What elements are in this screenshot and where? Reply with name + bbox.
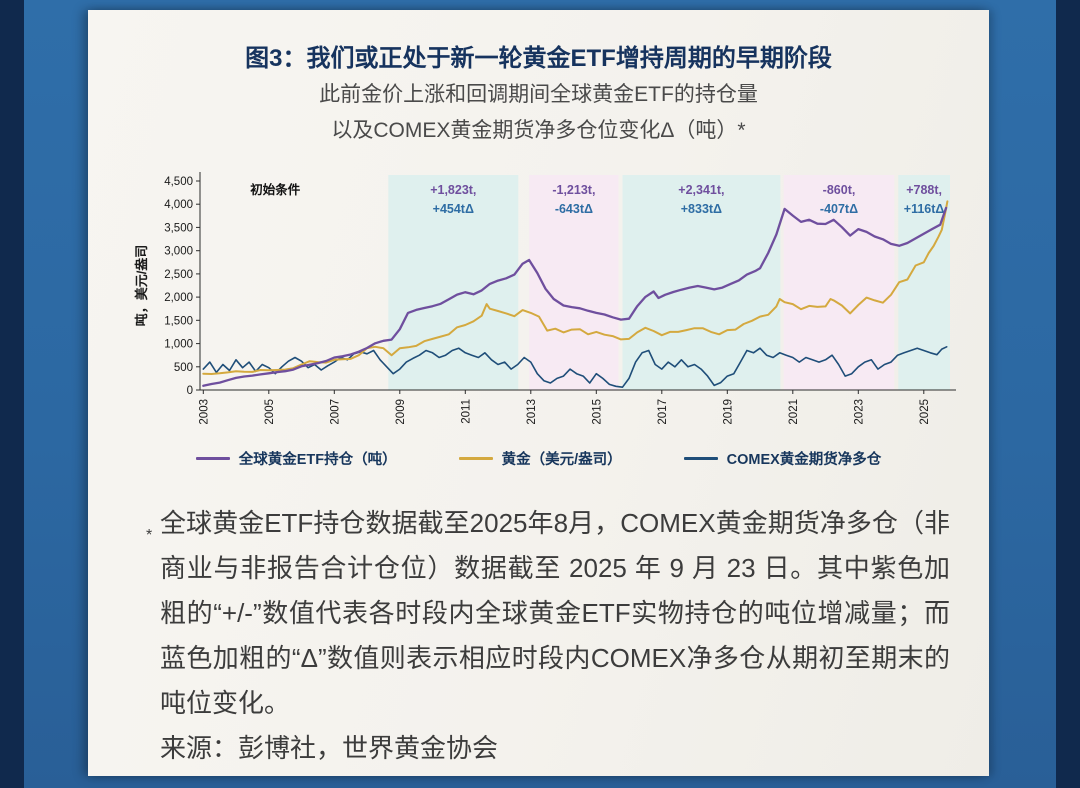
x-tick-label: 2013 — [526, 399, 538, 425]
y-tick-label: 3,000 — [164, 246, 193, 258]
report-page: 图3：我们或正处于新一轮黄金ETF增持周期的早期阶段 此前金价上涨和回调期间全球… — [88, 10, 989, 776]
figure-title: 图3：我们或正处于新一轮黄金ETF增持周期的早期阶段 — [245, 45, 832, 72]
figure-subtitle-line1: 此前金价上涨和回调期间全球黄金ETF的持仓量 — [319, 83, 758, 106]
series-comex-line — [202, 346, 948, 388]
band-etf-change-label: +1,823t, — [430, 183, 476, 197]
x-tick-label: 2017 — [657, 399, 669, 425]
source-line: 来源：彭博社，世界黄金协会 — [160, 733, 499, 763]
figure-subtitle-line2: 以及COMEX黄金期货净多仓位变化Δ（吨）* — [331, 119, 746, 142]
legend-label-etf: 全球黄金ETF持仓（吨） — [238, 452, 397, 468]
initial-conditions-label: 初始条件 — [250, 182, 301, 197]
x-tick-label: 2023 — [853, 399, 865, 425]
period-band — [529, 175, 619, 390]
legend-item-gold: 黄金（美元/盎司） — [458, 448, 622, 469]
band-comex-change-label: -643tΔ — [555, 202, 593, 216]
band-etf-change-label: +788t, — [906, 183, 942, 197]
y-tick-label: 2,500 — [164, 269, 193, 281]
y-tick-label: 500 — [174, 362, 193, 374]
y-tick-label: 1,500 — [164, 315, 193, 327]
gold-etf-chart-svg: 0 500 1,000 1,500 2,000 2,500 3,000 3,500 4,000 4… — [134, 172, 956, 425]
footnote: * 全球黄金ETF持仓数据截至2025年8月，COMEX黄金期货净多仓（非商业与… — [146, 501, 950, 726]
legend-label-gold: 黄金（美元/盎司） — [501, 452, 622, 468]
band-comex-change-label: +454tΔ — [433, 202, 474, 216]
y-tick-label: 4,500 — [164, 176, 193, 188]
x-tick-label: 2019 — [722, 399, 734, 425]
legend-item-comex: COMEX黄金期货净多仓 — [683, 448, 882, 469]
series-gold-line — [202, 200, 949, 375]
legend-swatch-etf — [195, 457, 230, 460]
period-band — [622, 175, 781, 390]
band-etf-change-label: +2,341t, — [678, 183, 724, 197]
legend-swatch-comex — [683, 457, 718, 460]
x-tick-label: 2003 — [198, 399, 210, 425]
x-tick-label: 2005 — [264, 399, 276, 425]
x-tick-label: 2007 — [329, 399, 341, 425]
period-band — [898, 175, 950, 390]
period-band — [783, 175, 895, 390]
band-etf-change-label: -860t, — [823, 183, 856, 197]
band-etf-change-label: -1,213t, — [552, 183, 595, 197]
x-tick-label: 2009 — [395, 399, 407, 425]
footnote-text: 全球黄金ETF持仓数据截至2025年8月，COMEX黄金期货净多仓（非商业与非报… — [160, 508, 950, 718]
band-comex-change-label: +833tΔ — [681, 202, 722, 216]
legend-item-etf: 全球黄金ETF持仓（吨） — [195, 448, 397, 469]
series-etf-line — [202, 206, 948, 387]
chart-legend: 全球黄金ETF持仓（吨） 黄金（美元/盎司） COMEX黄金期货净多仓 — [88, 448, 989, 469]
period-band — [388, 175, 519, 390]
y-tick-label: 3,500 — [164, 222, 193, 234]
y-tick-label: 1,000 — [164, 339, 193, 351]
y-axis-title: 吨，美元/盎司 — [134, 245, 149, 327]
x-tick-label: 2021 — [788, 399, 800, 425]
band-comex-change-label: -407tΔ — [820, 202, 858, 216]
legend-swatch-gold — [458, 457, 493, 460]
x-tick-label: 2025 — [919, 399, 931, 425]
y-tick-label: 0 — [187, 385, 193, 397]
page-blue-frame: 图3：我们或正处于新一轮黄金ETF增持周期的早期阶段 此前金价上涨和回调期间全球… — [24, 0, 1056, 788]
gold-etf-chart: 0 500 1,000 1,500 2,000 2,500 3,000 3,500 4,000 4… — [134, 164, 964, 436]
band-comex-change-label: +116tΔ — [904, 202, 945, 216]
footnote-asterisk: * — [146, 527, 153, 544]
legend-label-comex: COMEX黄金期货净多仓 — [726, 452, 882, 468]
y-tick-label: 4,000 — [164, 199, 193, 211]
x-tick-label: 2011 — [460, 399, 472, 424]
x-tick-label: 2015 — [591, 399, 603, 425]
y-tick-label: 2,000 — [164, 292, 193, 304]
